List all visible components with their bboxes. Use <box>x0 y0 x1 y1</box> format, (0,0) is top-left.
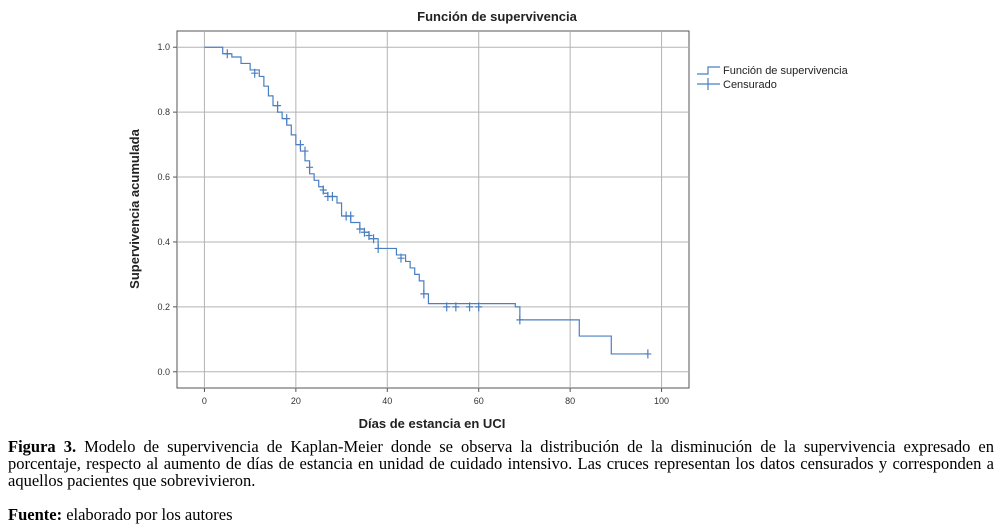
x-tick-label: 0 <box>202 396 207 406</box>
x-tick-label: 80 <box>565 396 575 406</box>
censored-marker <box>328 192 336 202</box>
censored-marker <box>306 162 314 172</box>
censored-marker <box>420 289 428 299</box>
x-axis-label: Días de estancia en UCI <box>359 416 506 431</box>
y-tick-label: 0.6 <box>157 172 170 182</box>
x-tick-label: 40 <box>382 396 392 406</box>
censored-marker <box>274 101 282 111</box>
y-tick-labels: 0.0 0.2 0.4 0.6 0.8 1.0 <box>157 42 170 377</box>
y-tick-label: 0.8 <box>157 107 170 117</box>
censored-marker <box>374 243 382 253</box>
censored-marker <box>251 68 259 78</box>
censored-marker <box>644 349 652 359</box>
legend: Función de supervivencia Censurado <box>697 65 849 91</box>
survival-step-line <box>204 46 648 355</box>
censored-marker <box>301 146 309 156</box>
x-tick-label: 100 <box>654 396 669 406</box>
censored-marker <box>319 185 327 195</box>
censored-marker <box>452 302 460 312</box>
censored-marker <box>466 302 474 312</box>
x-tick-label: 60 <box>474 396 484 406</box>
censored-marker <box>397 253 405 263</box>
figure-label: Figura 3. <box>8 437 77 456</box>
legend-survival-label: Función de supervivencia <box>723 65 849 77</box>
source-text: elaborado por los autores <box>66 505 233 524</box>
chart-title: Función de supervivencia <box>417 9 577 24</box>
censored-marker <box>296 140 304 150</box>
caption-text: Modelo de supervivencia de Kaplan-Meier … <box>8 437 995 490</box>
grid <box>173 31 689 392</box>
y-tick-label: 0.2 <box>157 302 170 312</box>
y-tick-label: 1.0 <box>157 42 170 52</box>
censored-marker <box>356 224 364 234</box>
legend-survival-line <box>697 66 720 75</box>
x-tick-label: 20 <box>291 396 301 406</box>
censored-marker <box>365 230 373 240</box>
y-tick-label: 0.0 <box>157 367 170 377</box>
censored-marker <box>443 302 451 312</box>
legend-censored-label: Censurado <box>723 79 777 91</box>
censored-marker <box>516 315 524 325</box>
y-tick-label: 0.4 <box>157 237 170 247</box>
series <box>204 46 652 359</box>
plot-area <box>176 30 690 389</box>
censored-marker <box>223 49 231 59</box>
legend-censored-marker <box>697 78 720 90</box>
censored-marker <box>370 234 378 244</box>
censored-marker <box>475 302 483 312</box>
figure-caption: Figura 3. Modelo de supervivencia de Kap… <box>8 438 994 489</box>
figure-source: Fuente: elaborado por los autores <box>8 505 233 525</box>
km-chart: Función de supervivencia 0.0 0.2 0.4 0.6 0.8… <box>127 9 849 431</box>
y-axis-label: Supervivencia acumulada <box>127 128 142 288</box>
censored-marker <box>283 114 291 124</box>
censored-marker <box>347 211 355 221</box>
source-label: Fuente: <box>8 505 63 524</box>
x-tick-labels: 0 20 40 60 80 100 <box>202 396 669 406</box>
censored-marker <box>360 227 368 237</box>
